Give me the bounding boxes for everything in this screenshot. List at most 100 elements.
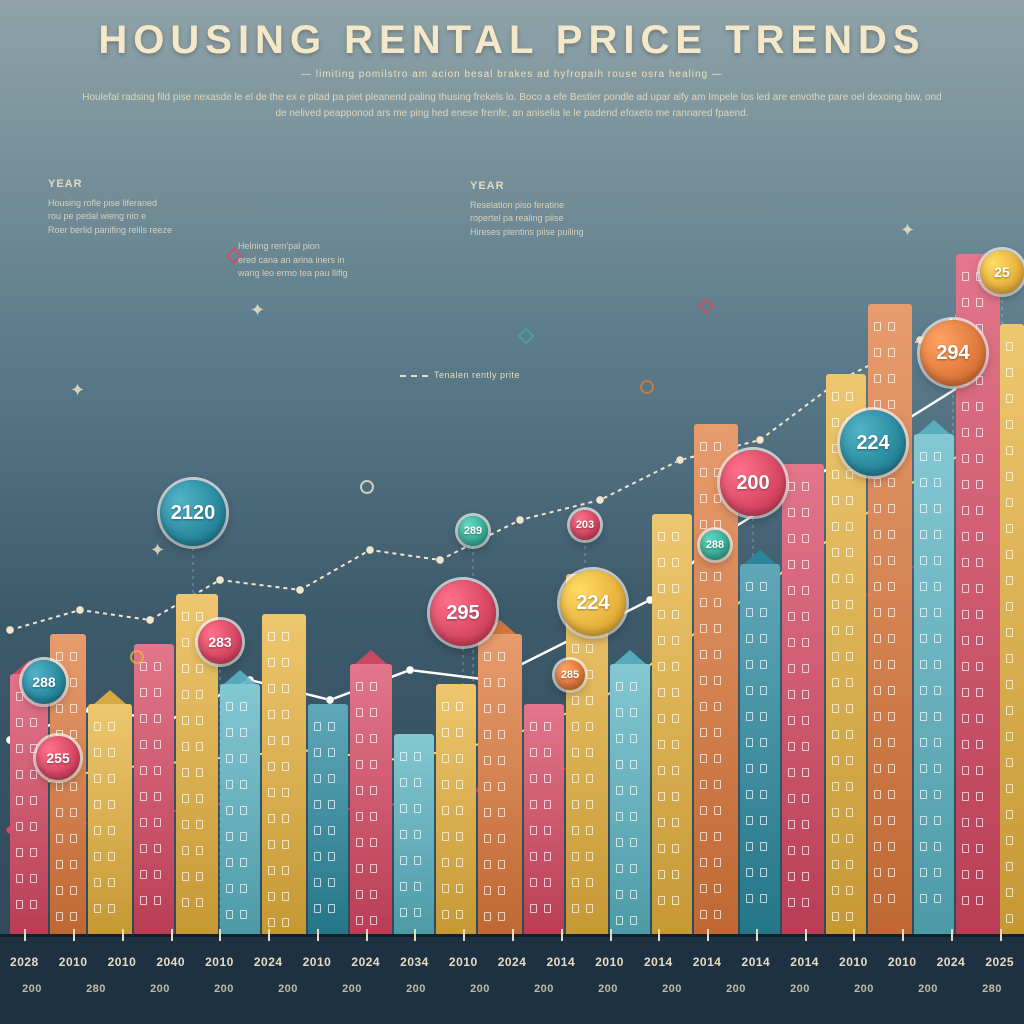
building-window — [788, 560, 795, 569]
building-window — [498, 730, 505, 739]
building-window — [140, 792, 147, 801]
building-window — [700, 780, 707, 789]
building-window — [544, 722, 551, 731]
building-window — [630, 916, 637, 925]
building-window — [196, 872, 203, 881]
building-window — [1006, 706, 1013, 715]
value-bubble: 2120 — [160, 480, 226, 546]
building-window — [1006, 524, 1013, 533]
building-window — [1006, 680, 1013, 689]
value-bubble: 289 — [458, 516, 488, 546]
building-window — [498, 756, 505, 765]
building-window — [70, 886, 77, 895]
building-window — [874, 608, 881, 617]
building-window — [442, 806, 449, 815]
building-window — [484, 756, 491, 765]
axis-value-tick: 200 — [128, 983, 192, 995]
building-window — [268, 866, 275, 875]
building-window — [788, 898, 795, 907]
building-window — [456, 780, 463, 789]
value-bubble: 288 — [700, 530, 730, 560]
value-bubble: 283 — [198, 620, 242, 664]
building-window — [70, 834, 77, 843]
axis-tick-mark — [902, 929, 904, 941]
text-block: YEARHousing rofle pise liferanedrou pe p… — [48, 176, 172, 237]
building-window — [962, 610, 969, 619]
text-block-line: ropertel pa realing piise — [470, 212, 584, 226]
axis-year-tick: 2010 — [195, 955, 244, 969]
value-bubble: 295 — [430, 580, 496, 646]
building-window — [484, 652, 491, 661]
building-window — [370, 838, 377, 847]
building-window — [874, 712, 881, 721]
building-window — [760, 842, 767, 851]
building-window — [140, 688, 147, 697]
building-window — [846, 782, 853, 791]
building-window — [196, 846, 203, 855]
building-window — [760, 868, 767, 877]
building-window — [544, 826, 551, 835]
building-window — [586, 670, 593, 679]
ring-icon — [640, 380, 654, 394]
building-window — [1006, 446, 1013, 455]
building-window — [714, 754, 721, 763]
axis-tick-mark — [317, 929, 319, 941]
building-window — [888, 608, 895, 617]
building-window — [56, 652, 63, 661]
building-window — [976, 844, 983, 853]
building-window — [746, 608, 753, 617]
building-window — [874, 868, 881, 877]
building-roof — [224, 670, 256, 684]
building-window — [140, 896, 147, 905]
building-window — [846, 522, 853, 531]
building-window — [746, 686, 753, 695]
building-window — [616, 890, 623, 899]
building-window — [30, 718, 37, 727]
building-window — [672, 896, 679, 905]
building-window — [442, 858, 449, 867]
building-window — [240, 832, 247, 841]
building-roof — [744, 550, 776, 564]
building-window — [56, 704, 63, 713]
building-window — [788, 742, 795, 751]
building-window — [154, 688, 161, 697]
building-window — [544, 904, 551, 913]
building-window — [700, 494, 707, 503]
building-window — [700, 598, 707, 607]
building-window — [934, 504, 941, 513]
building-window — [196, 768, 203, 777]
building-window — [400, 778, 407, 787]
axis-year-tick: 2010 — [585, 955, 634, 969]
building-window — [658, 662, 665, 671]
building-window — [182, 742, 189, 751]
building-window — [920, 452, 927, 461]
building-window — [140, 714, 147, 723]
building-window — [888, 842, 895, 851]
building-window — [874, 400, 881, 409]
building-window — [356, 864, 363, 873]
trend-line-marker — [406, 666, 414, 674]
building-window — [70, 704, 77, 713]
building-window — [586, 722, 593, 731]
axis-year-tick: 2014 — [731, 955, 780, 969]
building-window — [498, 886, 505, 895]
building-window — [874, 660, 881, 669]
building-window — [874, 686, 881, 695]
building-window — [586, 696, 593, 705]
building-window — [934, 660, 941, 669]
building-window — [154, 766, 161, 775]
building-window — [182, 872, 189, 881]
building-window — [30, 822, 37, 831]
building-window — [700, 468, 707, 477]
axis-tick-mark — [805, 929, 807, 941]
building-window — [962, 402, 969, 411]
building-window — [658, 714, 665, 723]
axis-value-tick: 200 — [704, 983, 768, 995]
value-bubble: 203 — [570, 510, 600, 540]
building-window — [802, 768, 809, 777]
building-window — [240, 910, 247, 919]
building-window — [976, 298, 983, 307]
building-window — [888, 712, 895, 721]
building-window — [226, 728, 233, 737]
building-window — [442, 702, 449, 711]
